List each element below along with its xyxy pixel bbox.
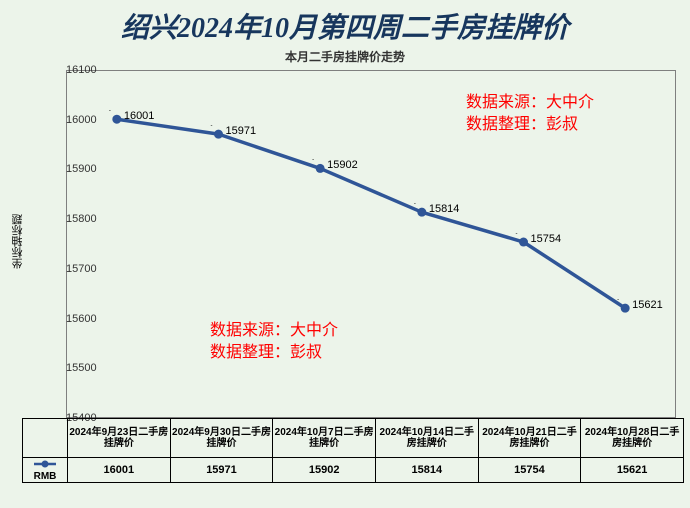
- table-value: 15621: [581, 458, 684, 483]
- table-header: 2024年10月21日二手房挂牌价: [478, 419, 581, 458]
- table-header: 2024年10月28日二手房挂牌价: [581, 419, 684, 458]
- legend-cell: RMB: [23, 458, 68, 483]
- table-corner: [23, 419, 68, 458]
- annotation-2: 数据来源：大中介数据整理：彭叔: [210, 320, 338, 363]
- page-title: 绍兴2024年10月第四周二手房挂牌价: [0, 0, 690, 48]
- y-tick-label: 15800: [66, 213, 72, 225]
- data-label: 15902: [327, 159, 358, 171]
- data-table: 2024年9月23日二手房挂牌价2024年9月30日二手房挂牌价2024年10月…: [22, 418, 684, 483]
- data-label: 15621: [632, 299, 663, 311]
- table-value: 15754: [478, 458, 581, 483]
- y-axis-label: 坐标轴标题: [10, 214, 26, 269]
- y-tick-label: 15500: [66, 362, 72, 374]
- table-header: 2024年9月30日二手房挂牌价: [170, 419, 273, 458]
- data-label: 16001: [124, 110, 155, 122]
- table-header: 2024年10月14日二手房挂牌价: [375, 419, 478, 458]
- table-value: 15971: [170, 458, 273, 483]
- y-tick-label: 16000: [66, 114, 72, 126]
- table-value: 16001: [68, 458, 171, 483]
- table-header: 2024年10月7日二手房挂牌价: [273, 419, 376, 458]
- table-value: 15902: [273, 458, 376, 483]
- y-tick-label: 16100: [66, 64, 72, 76]
- data-label: 15814: [429, 203, 460, 215]
- table-header: 2024年9月23日二手房挂牌价: [68, 419, 171, 458]
- annotation-1: 数据来源：大中介数据整理：彭叔: [466, 92, 594, 135]
- y-tick-label: 15700: [66, 263, 72, 275]
- data-label: 15754: [531, 233, 562, 245]
- data-label: 15971: [226, 125, 257, 137]
- table-value: 15814: [375, 458, 478, 483]
- y-tick-label: 15600: [66, 313, 72, 325]
- chart-subtitle: 本月二手房挂牌价走势: [0, 48, 690, 65]
- page: 绍兴2024年10月第四周二手房挂牌价本月二手房挂牌价走势15400155001…: [0, 0, 690, 508]
- y-tick-label: 15900: [66, 163, 72, 175]
